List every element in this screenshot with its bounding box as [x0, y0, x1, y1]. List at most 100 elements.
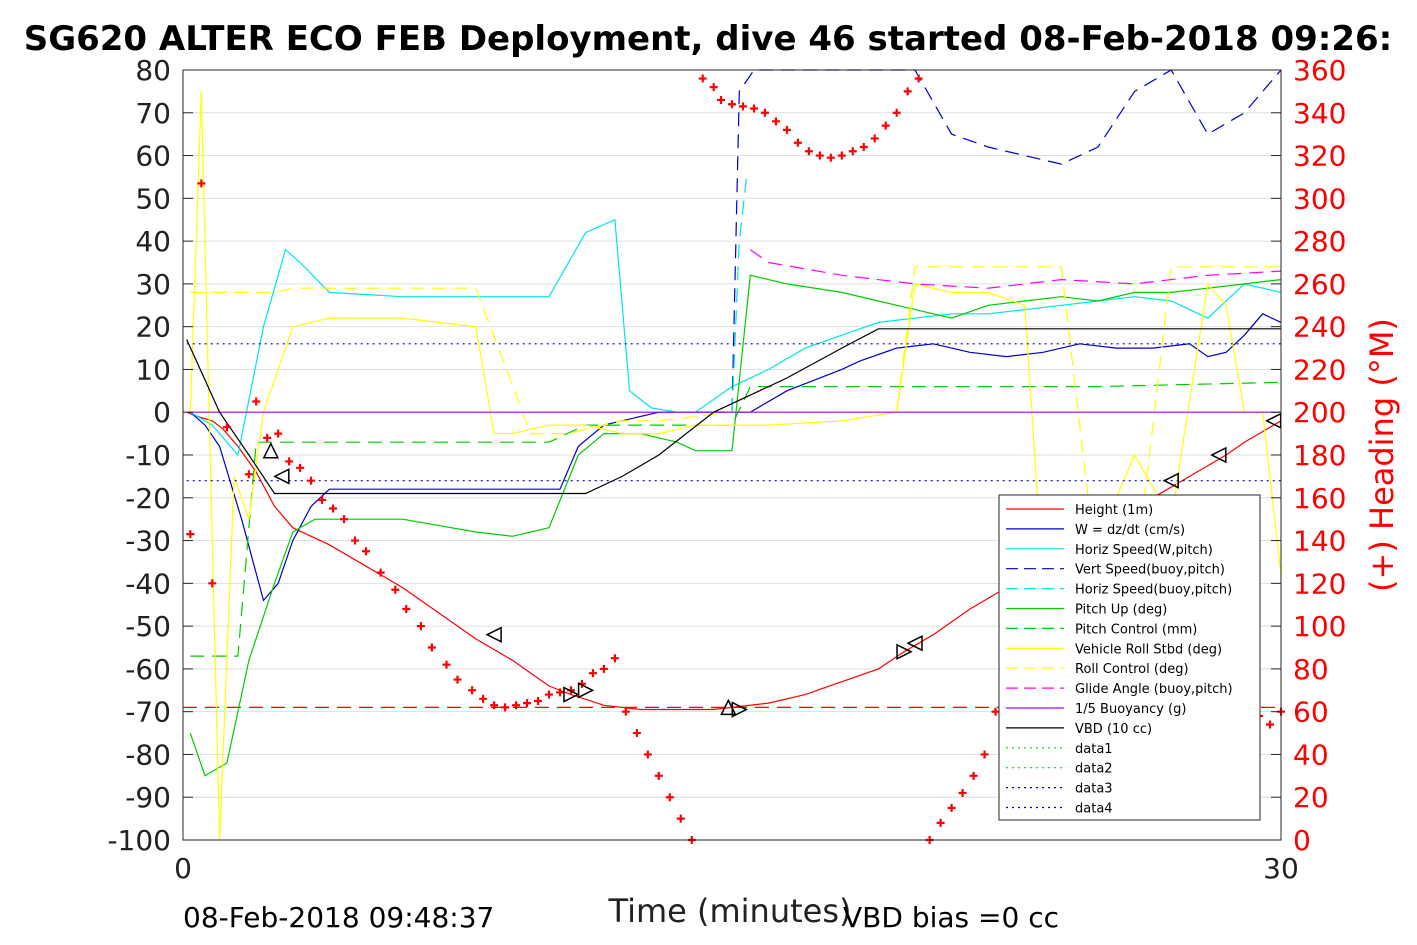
heading-point — [442, 660, 451, 669]
timestamp-label: 08-Feb-2018 09:48:37 — [183, 901, 494, 934]
heading-point — [848, 147, 857, 156]
heading-point — [588, 669, 597, 678]
heading-point — [274, 429, 283, 438]
y-right-tick-label: 60 — [1293, 696, 1329, 729]
y-tick-label: 0 — [153, 396, 171, 429]
heading-point — [340, 515, 349, 524]
heading-point — [427, 643, 436, 652]
heading-point — [991, 707, 1000, 716]
y-axis-left: 80 70 60 50 40 30 20 10 0 -10 -20 -30 -40 -50 -60 -70 -8… — [107, 54, 193, 857]
y-right-tick-label: 220 — [1293, 353, 1346, 386]
heading-point — [793, 138, 802, 147]
heading-point — [402, 605, 411, 613]
triangle-marker — [1210, 446, 1227, 464]
heading-point — [947, 803, 956, 812]
vbd-bias-label: VBD bias =0 cc — [843, 901, 1059, 934]
heading-point — [804, 147, 813, 156]
x-axis-label: Time (minutes) — [608, 892, 852, 930]
y-tick-label: 30 — [135, 268, 171, 301]
triangle-marker — [485, 626, 502, 643]
y-tick-label: 40 — [135, 225, 171, 258]
heading-point — [826, 153, 835, 162]
legend-label: 1/5 Buoyancy (g) — [1075, 702, 1186, 717]
series-line — [749, 249, 1282, 289]
heading-point — [610, 654, 619, 663]
heading-point — [914, 74, 923, 83]
heading-point — [555, 688, 564, 697]
heading-point — [749, 104, 758, 113]
heading-point — [881, 121, 890, 130]
heading-point — [534, 696, 543, 705]
x-tick-label: 30 — [1263, 852, 1299, 885]
y-right-tick-label: 140 — [1293, 525, 1346, 558]
heading-point — [285, 457, 294, 466]
heading-point — [892, 108, 901, 117]
heading-point — [391, 585, 400, 594]
y-tick-label: 50 — [135, 182, 171, 215]
legend-label: Vehicle Roll Stbd (deg) — [1075, 642, 1222, 657]
y-tick-label: -60 — [125, 653, 171, 686]
y-tick-label: -40 — [125, 567, 171, 600]
triangle-marker — [906, 635, 923, 652]
y-tick-label: 80 — [135, 54, 171, 87]
heading-point — [244, 470, 253, 479]
y-tick-label: -10 — [125, 439, 171, 472]
y-right-tick-label: 100 — [1293, 610, 1346, 643]
heading-point — [501, 703, 510, 712]
heading-point — [351, 536, 360, 545]
heading-point — [980, 750, 989, 759]
heading-point — [376, 568, 385, 577]
heading-point — [771, 117, 780, 126]
legend-label: Pitch Up (deg) — [1075, 603, 1167, 618]
y-right-tick-label: 120 — [1293, 567, 1346, 600]
y-right-tick-label: 260 — [1293, 268, 1346, 301]
y-right-tick-label: 20 — [1293, 781, 1329, 814]
heading-point — [837, 151, 846, 160]
y-tick-label: -30 — [125, 525, 171, 558]
heading-point — [545, 690, 553, 699]
heading-point — [479, 694, 488, 703]
legend-label: W = dz/dt (cm/s) — [1075, 523, 1185, 538]
heading-point — [512, 701, 521, 710]
y-right-tick-label: 0 — [1293, 824, 1311, 857]
heading-point — [738, 102, 747, 111]
y-right-tick-label: 300 — [1293, 182, 1346, 215]
series-line — [186, 328, 1281, 495]
heading-point — [453, 675, 462, 684]
triangle-marker — [262, 442, 280, 459]
y-right-tick-label: 160 — [1293, 482, 1346, 515]
y-tick-label: -90 — [125, 781, 171, 814]
heading-point — [709, 83, 718, 92]
heading-point — [222, 423, 231, 432]
heading-point — [870, 134, 879, 143]
series-line — [189, 91, 1282, 841]
y-right-tick-label: 240 — [1293, 311, 1346, 344]
heading-point — [1266, 720, 1275, 729]
y-tick-label: 20 — [135, 311, 171, 344]
legend: Height (1m) W = dz/dt (cm/s) Horiz Speed(W… — [998, 494, 1261, 821]
heading-point — [362, 547, 370, 556]
heading-point — [859, 143, 868, 151]
series-line — [189, 274, 1282, 777]
heading-point — [654, 771, 663, 780]
heading-point — [969, 771, 978, 780]
y-right-tick-label: 320 — [1293, 140, 1346, 173]
heading-point — [643, 750, 652, 759]
series-line — [189, 218, 1282, 457]
y-right-tick-label: 80 — [1293, 653, 1329, 686]
triangle-marker — [563, 686, 580, 703]
y-right-tick-label: 340 — [1293, 97, 1346, 130]
y-tick-label: -80 — [125, 738, 171, 771]
y-axis-right-label: (+) Heading (°M) — [1363, 318, 1401, 592]
x-tick-label: 0 — [174, 852, 192, 885]
y-right-tick-label: 360 — [1293, 54, 1346, 87]
y-tick-label: 60 — [135, 140, 171, 173]
legend-label: Horiz Speed(W,pitch) — [1075, 543, 1213, 558]
heading-point — [468, 686, 477, 695]
heading-point — [208, 579, 217, 588]
heading-point — [599, 664, 608, 673]
y-right-tick-label: 40 — [1293, 738, 1329, 771]
heading-point — [329, 504, 338, 513]
chart-title: SG620 ALTER ECO FEB Deployment, dive 46 … — [24, 19, 1393, 59]
